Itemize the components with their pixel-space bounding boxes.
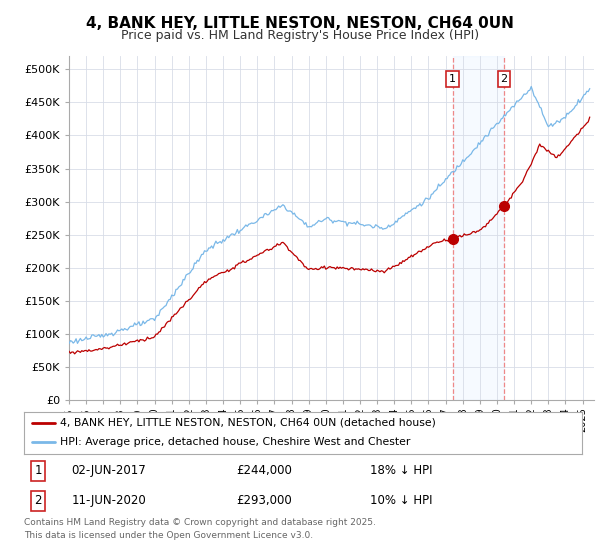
Text: 18% ↓ HPI: 18% ↓ HPI [370,464,433,478]
Text: 02-JUN-2017: 02-JUN-2017 [71,464,146,478]
Text: Price paid vs. HM Land Registry's House Price Index (HPI): Price paid vs. HM Land Registry's House … [121,29,479,42]
Text: 1: 1 [449,74,456,84]
Text: £293,000: £293,000 [236,494,292,507]
Text: 4, BANK HEY, LITTLE NESTON, NESTON, CH64 0UN (detached house): 4, BANK HEY, LITTLE NESTON, NESTON, CH64… [60,418,436,428]
Text: 11-JUN-2020: 11-JUN-2020 [71,494,146,507]
Text: HPI: Average price, detached house, Cheshire West and Chester: HPI: Average price, detached house, Ches… [60,437,410,447]
Text: 2: 2 [500,74,508,84]
Text: 1: 1 [34,464,42,478]
Text: Contains HM Land Registry data © Crown copyright and database right 2025.
This d: Contains HM Land Registry data © Crown c… [24,518,376,539]
Text: 2: 2 [34,494,42,507]
Text: 10% ↓ HPI: 10% ↓ HPI [370,494,433,507]
Text: £244,000: £244,000 [236,464,292,478]
Text: 4, BANK HEY, LITTLE NESTON, NESTON, CH64 0UN: 4, BANK HEY, LITTLE NESTON, NESTON, CH64… [86,16,514,31]
Bar [453,56,504,400]
